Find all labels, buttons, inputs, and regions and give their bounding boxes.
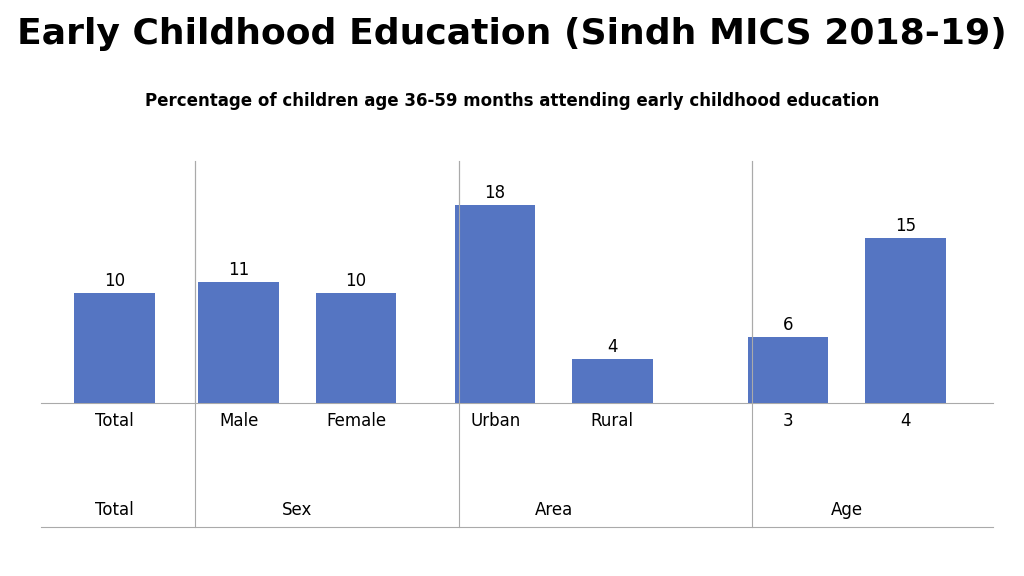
- Bar: [748, 337, 828, 403]
- Text: 10: 10: [345, 272, 367, 290]
- Text: 4: 4: [607, 338, 617, 356]
- Text: Total: Total: [95, 501, 133, 519]
- Text: 15: 15: [895, 217, 915, 235]
- Bar: [74, 293, 155, 403]
- Text: Early Childhood Education (Sindh MICS 2018-19): Early Childhood Education (Sindh MICS 20…: [17, 17, 1007, 51]
- Text: Age: Age: [830, 501, 863, 519]
- Bar: [199, 282, 279, 403]
- Bar: [572, 359, 652, 403]
- Text: 6: 6: [783, 316, 794, 334]
- Text: 18: 18: [484, 184, 506, 202]
- Bar: [455, 205, 536, 403]
- Text: Sex: Sex: [283, 501, 312, 519]
- Text: 11: 11: [228, 261, 250, 279]
- Text: Area: Area: [535, 501, 572, 519]
- Text: 10: 10: [103, 272, 125, 290]
- Bar: [865, 238, 945, 403]
- Bar: [315, 293, 396, 403]
- Text: Percentage of children age 36-59 months attending early childhood education: Percentage of children age 36-59 months …: [144, 92, 880, 110]
